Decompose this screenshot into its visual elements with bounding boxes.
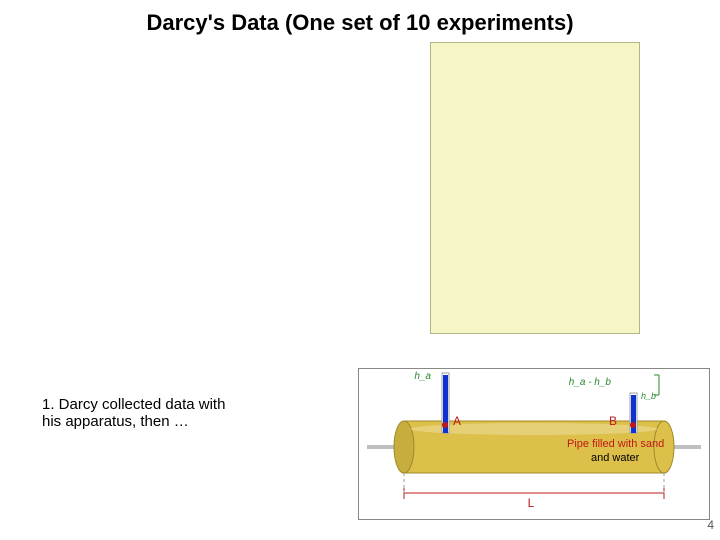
svg-text:and water: and water [591,452,640,464]
svg-text:B: B [609,414,617,428]
svg-text:L: L [528,496,535,510]
apparatus-diagram: h_a h_a - h_b h_b A B Pipe filled with sand an… [358,368,710,520]
slide: Darcy's Data (One set of 10 experiments)… [0,0,720,540]
svg-text:h_a - h_b: h_a - h_b [569,377,612,388]
caption-text: 1. Darcy collected data with his apparat… [42,396,225,430]
svg-text:Pipe filled with sand: Pipe filled with sand [567,438,664,450]
slide-title: Darcy's Data (One set of 10 experiments) [0,10,720,36]
svg-text:h_b: h_b [641,391,656,401]
page-number: 4 [707,518,714,532]
yellow-panel [430,42,640,334]
caption-line-1: 1. Darcy collected data with [42,396,225,413]
svg-text:A: A [453,414,461,428]
caption-line-2: his apparatus, then … [42,413,189,430]
apparatus-svg: h_a h_a - h_b h_b A B Pipe filled with sand an… [359,369,709,519]
svg-text:h_a: h_a [414,371,431,382]
